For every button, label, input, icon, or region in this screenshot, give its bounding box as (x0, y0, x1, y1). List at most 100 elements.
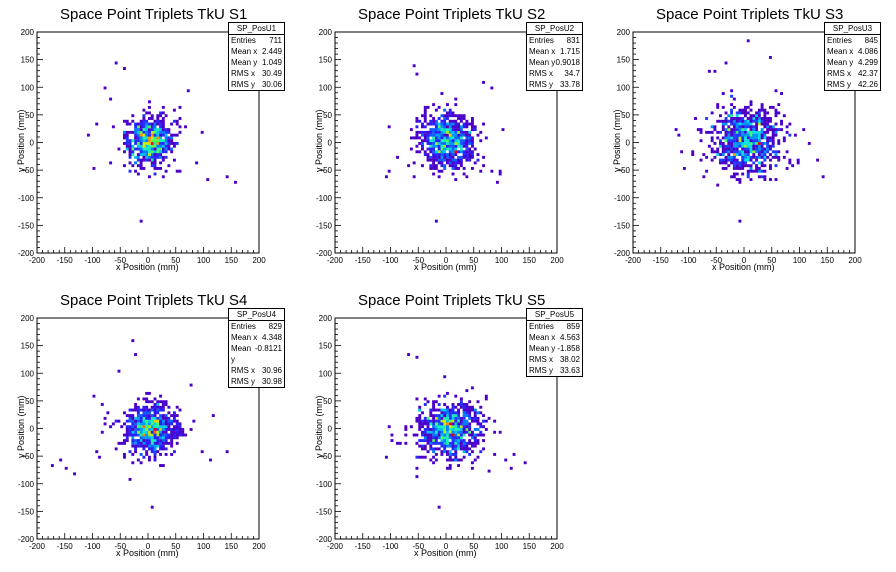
histogram-bin (145, 397, 149, 401)
histogram-bin (446, 147, 449, 151)
histogram-bin (136, 125, 140, 129)
histogram-bin (170, 419, 174, 423)
histogram-bin (440, 419, 444, 423)
x-tick-label: 150 (225, 542, 239, 551)
histogram-bin (473, 436, 477, 440)
histogram-bin (448, 425, 452, 429)
histogram-bin (744, 161, 747, 165)
histogram-bin (755, 147, 759, 151)
histogram-bin (459, 155, 463, 159)
histogram-bin (451, 408, 455, 412)
histogram-bin (446, 155, 449, 159)
histogram-bin (691, 150, 695, 154)
x-tick-label: 0 (146, 256, 151, 265)
histogram-bin (434, 408, 438, 412)
histogram-bin (164, 422, 168, 426)
histogram-bin (159, 439, 163, 443)
histogram-bin (465, 405, 469, 409)
histogram-bin (136, 130, 140, 134)
histogram-bin (738, 133, 742, 137)
histogram-bin (131, 430, 135, 434)
histogram-bin (780, 128, 783, 132)
histogram-bin (459, 139, 463, 143)
histogram-bin (128, 450, 132, 454)
histogram-bin (768, 164, 772, 168)
histogram-bin (156, 433, 160, 437)
histogram-bin (760, 161, 764, 165)
histogram-bin (418, 428, 422, 431)
histogram-bin (426, 147, 430, 151)
histogram-bin (136, 411, 140, 415)
histogram-bin (482, 419, 485, 423)
stats-row-value: 30.98 (261, 377, 282, 386)
histogram-bin (164, 128, 168, 132)
histogram-bin (454, 439, 458, 443)
histogram-bin (732, 136, 736, 140)
histogram-bin (451, 425, 455, 429)
histogram-bin (148, 425, 151, 429)
histogram-bin (454, 405, 458, 409)
histogram-bin (468, 405, 472, 409)
histogram-bin (443, 419, 447, 423)
histogram-bin (454, 122, 458, 126)
histogram-bin (148, 125, 151, 129)
stats-row: RMS x 34.7 (527, 68, 582, 79)
histogram-bin (148, 444, 151, 448)
stats-row-value: 30.96 (261, 366, 282, 375)
histogram-bin (178, 430, 182, 434)
histogram-bin (153, 166, 157, 170)
histogram-bin (459, 439, 463, 443)
histogram-bin (749, 139, 753, 143)
histogram-bin (735, 158, 739, 162)
histogram-bin (415, 475, 419, 479)
histogram-bin (128, 122, 132, 126)
histogram-bin (785, 130, 789, 134)
histogram-bin (437, 419, 441, 423)
histogram-bin (142, 408, 146, 412)
histogram-bin (451, 458, 455, 462)
histogram-bin (451, 166, 455, 170)
histogram-bin (181, 430, 185, 434)
histogram-bin (437, 155, 441, 159)
histogram-bin (134, 139, 138, 143)
histogram-bin (150, 436, 154, 440)
histogram-bin (451, 136, 455, 140)
histogram-bin (159, 150, 163, 154)
histogram-bin (719, 144, 722, 148)
histogram-bin (746, 39, 750, 43)
histogram-bin (429, 444, 433, 448)
x-tick-label: -50 (412, 542, 424, 551)
histogram-bin (161, 430, 165, 434)
stats-row: Mean x 4.563 (527, 332, 582, 343)
histogram-bin (145, 452, 149, 456)
histogram-bin (749, 144, 753, 148)
histogram-bin (128, 477, 132, 481)
histogram-bin (426, 425, 430, 429)
histogram-bin (757, 117, 761, 120)
histogram-bin (148, 455, 151, 459)
histogram-bin (440, 114, 444, 118)
histogram-bin (139, 425, 143, 429)
histogram-bin (128, 130, 132, 134)
histogram-bin (139, 416, 143, 420)
histogram-bin (111, 125, 115, 129)
histogram-bin (123, 119, 126, 123)
histogram-bin (153, 450, 157, 454)
histogram-bins (86, 61, 237, 223)
histogram-bin (159, 147, 163, 151)
histogram-bin (744, 164, 747, 168)
histogram-bin (170, 433, 174, 437)
histogram-bin (732, 172, 736, 176)
histogram-bin (440, 414, 444, 418)
histogram-bin (498, 169, 502, 173)
stats-row: Mean x 4.348 (229, 332, 284, 343)
histogram-bin (476, 422, 480, 426)
histogram-bin (429, 458, 433, 462)
histogram-bin (134, 130, 138, 134)
histogram-bin (172, 436, 176, 440)
histogram-bin (396, 155, 399, 159)
histogram-bin (139, 147, 143, 151)
histogram-bin (139, 158, 143, 162)
histogram-bin (159, 136, 163, 140)
histogram-bin (766, 119, 770, 123)
